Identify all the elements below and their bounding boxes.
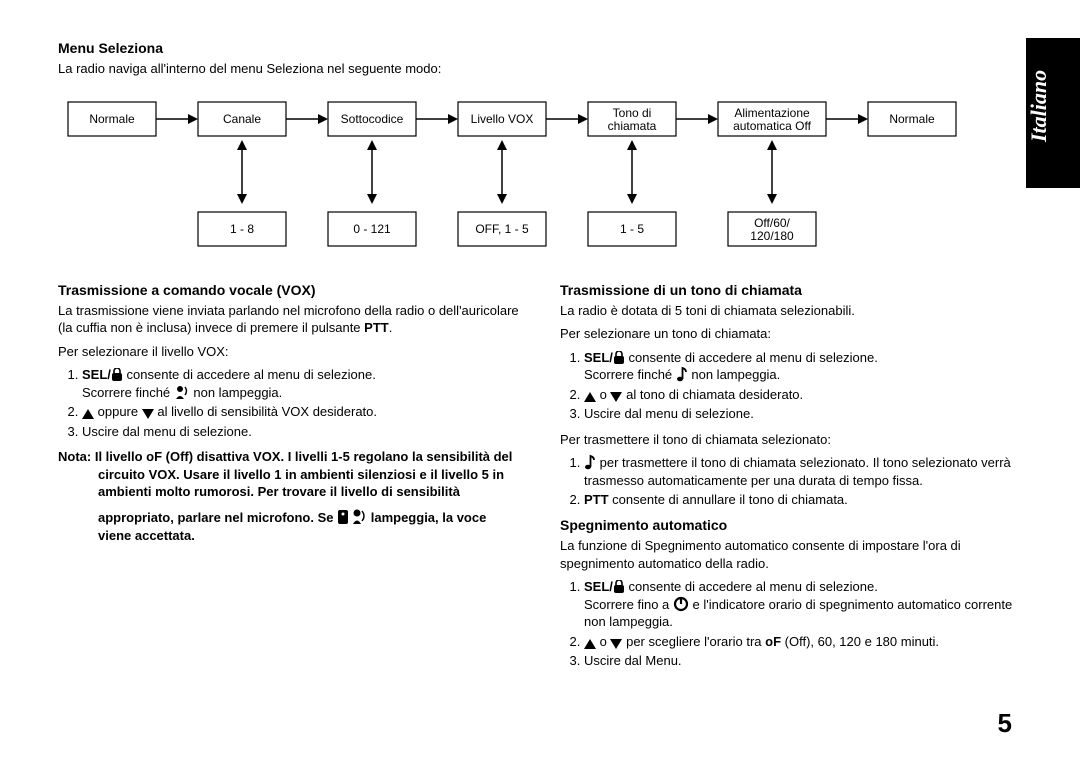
flow-node-normale: Normale — [68, 102, 156, 136]
tone-t-li1: per trasmettere il tono di chiamata sele… — [584, 454, 1022, 489]
flow-value-off-1-5: OFF, 1 - 5 — [458, 212, 546, 246]
tone-li3: Uscire dal menu di selezione. — [584, 405, 1022, 423]
talk-icon — [337, 507, 367, 525]
svg-text:Tono di: Tono di — [613, 106, 652, 120]
svg-text:automatica Off: automatica Off — [733, 119, 811, 133]
triangle-down-icon — [610, 639, 622, 649]
autooff-li2: o per scegliere l'orario tra oF (Off), 6… — [584, 633, 1022, 651]
flow-diagram: Normale Canale Sottocodice Livello VOX T… — [58, 92, 1022, 262]
tone-p3: Per trasmettere il tono di chiamata sele… — [560, 431, 1022, 449]
autooff-li3: Uscire dal Menu. — [584, 652, 1022, 670]
svg-text:chiamata: chiamata — [608, 119, 657, 133]
tone-heading: Trasmissione di un tono di chiamata — [560, 282, 1022, 298]
triangle-down-icon — [142, 409, 154, 419]
vox-li2: oppure al livello di sensibilità VOX des… — [82, 403, 520, 421]
language-tab: Italiano — [1026, 38, 1080, 188]
lock-icon — [111, 368, 123, 382]
flow-node-sottocodice: Sottocodice — [328, 102, 416, 136]
tone-p1: La radio è dotata di 5 toni di chiamata … — [560, 302, 1022, 320]
menu-intro: La radio naviga all'interno del menu Sel… — [58, 60, 1022, 78]
autooff-heading: Spegnimento automatico — [560, 517, 1022, 533]
left-column: Trasmissione a comando vocale (VOX) La t… — [58, 282, 520, 678]
svg-text:0 - 121: 0 - 121 — [353, 222, 391, 236]
flow-node-canale: Canale — [198, 102, 286, 136]
svg-text:1 - 5: 1 - 5 — [620, 222, 644, 236]
power-icon — [673, 596, 689, 612]
triangle-up-icon — [82, 409, 94, 419]
triangle-up-icon — [584, 639, 596, 649]
autooff-p1: La funzione di Spegnimento automatico co… — [560, 537, 1022, 572]
flow-node-alim: Alimentazione automatica Off — [718, 102, 826, 136]
tone-li1: SEL/ consente di accedere al menu di sel… — [584, 349, 1022, 384]
menu-heading: Menu Seleziona — [58, 40, 1022, 56]
music-note-icon — [584, 454, 596, 470]
svg-text:120/180: 120/180 — [750, 229, 794, 243]
vox-p1: La trasmissione viene inviata parlando n… — [58, 302, 520, 337]
svg-text:OFF, 1 - 5: OFF, 1 - 5 — [475, 222, 529, 236]
flow-value-0-121: 0 - 121 — [328, 212, 416, 246]
svg-text:Normale: Normale — [89, 112, 135, 126]
autooff-li1: SEL/ consente di accedere al menu di sel… — [584, 578, 1022, 631]
svg-text:1 - 8: 1 - 8 — [230, 222, 254, 236]
vox-p2: Per selezionare il livello VOX: — [58, 343, 520, 361]
triangle-down-icon — [610, 392, 622, 402]
svg-text:Livello VOX: Livello VOX — [471, 112, 534, 126]
triangle-up-icon — [584, 392, 596, 402]
page-number: 5 — [998, 708, 1012, 739]
person-speak-icon — [174, 384, 190, 400]
vox-heading: Trasmissione a comando vocale (VOX) — [58, 282, 520, 298]
music-note-icon — [676, 366, 688, 382]
svg-text:Off/60/: Off/60/ — [754, 216, 790, 230]
flow-value-1-8: 1 - 8 — [198, 212, 286, 246]
flow-value-1-5: 1 - 5 — [588, 212, 676, 246]
tone-li2: o al tono di chiamata desiderato. — [584, 386, 1022, 404]
svg-text:Sottocodice: Sottocodice — [341, 112, 404, 126]
vox-li1: SEL/ consente di accedere al menu di sel… — [82, 366, 520, 401]
tone-t-li2: PTT consente di annullare il tono di chi… — [584, 491, 1022, 509]
tone-p2: Per selezionare un tono di chiamata: — [560, 325, 1022, 343]
vox-li3: Uscire dal menu di selezione. — [82, 423, 520, 441]
lock-icon — [613, 580, 625, 594]
vox-note: Nota: Il livello oF (Off) disattiva VOX.… — [58, 448, 520, 501]
lock-icon — [613, 351, 625, 365]
svg-text:Alimentazione: Alimentazione — [734, 106, 810, 120]
flow-node-vox: Livello VOX — [458, 102, 546, 136]
svg-text:Normale: Normale — [889, 112, 935, 126]
flow-node-tono: Tono di chiamata — [588, 102, 676, 136]
flow-value-off-60: Off/60/ 120/180 — [728, 212, 816, 246]
flow-node-normale2: Normale — [868, 102, 956, 136]
vox-note2: appropriato, parlare nel microfono. Se l… — [58, 507, 520, 544]
right-column: Trasmissione di un tono di chiamata La r… — [560, 282, 1022, 678]
svg-text:Canale: Canale — [223, 112, 261, 126]
